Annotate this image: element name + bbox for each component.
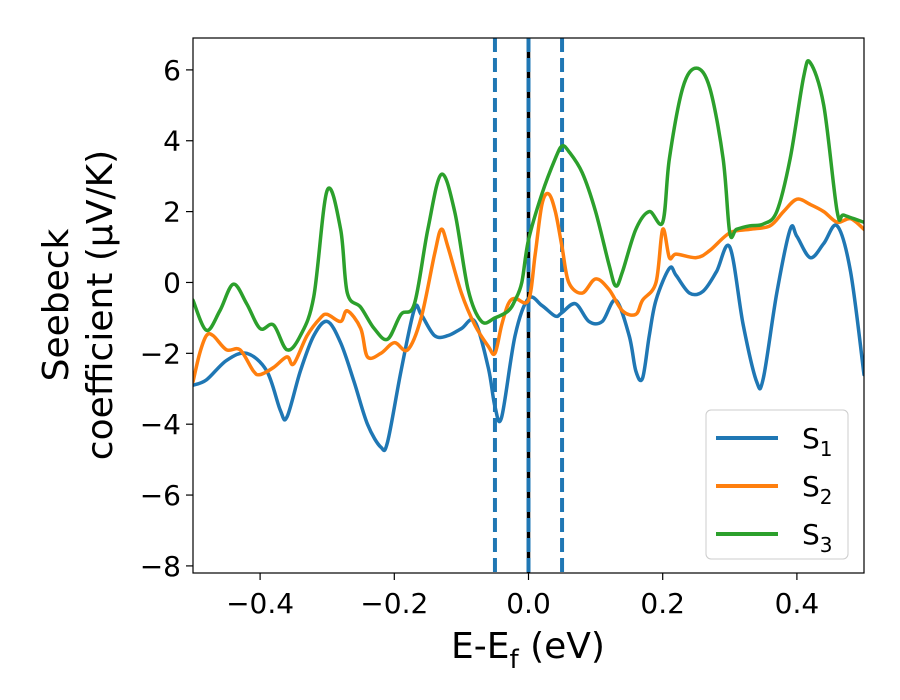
x-tick-label: −0.4	[226, 587, 294, 620]
series-line-s3	[193, 59, 864, 352]
reference-lines	[492, 38, 565, 573]
legend: S1 S2 S3	[705, 409, 849, 560]
x-tick-label: −0.2	[360, 587, 428, 620]
series-lines	[193, 59, 864, 453]
y-tick-label: 0	[163, 266, 181, 299]
y-tick-label: −8	[140, 550, 181, 583]
y-axis-label: Seebeck coefficient (μV/K)	[36, 150, 121, 460]
x-tick-label: 0.4	[775, 587, 820, 620]
x-tick-label: 0.2	[640, 587, 685, 620]
series-line-s2	[193, 191, 864, 384]
y-tick-label: 4	[163, 125, 181, 158]
x-axis-label: E-Ef (eV)	[451, 626, 605, 675]
series-line-s1	[193, 223, 864, 453]
legend-label-s3: S3	[802, 518, 833, 557]
x-tick-label: 0.0	[506, 587, 551, 620]
y-tick-label: −2	[140, 337, 181, 370]
legend-label-s1: S1	[802, 422, 833, 461]
y-tick-label: −4	[140, 408, 181, 441]
y-axis-label-line2: coefficient (μV/K)	[80, 150, 121, 460]
y-tick-label: −6	[140, 479, 181, 512]
y-axis-label-line1: Seebeck	[36, 228, 77, 381]
legend-label-s2: S2	[802, 470, 833, 509]
y-tick-label: 6	[163, 54, 181, 87]
y-tick-label: 2	[163, 196, 181, 229]
x-axis-ticks: −0.4 −0.2 0.0 0.2 0.4	[226, 573, 819, 620]
y-axis-ticks: −8 −6 −4 −2 0 2 4 6	[140, 54, 193, 583]
